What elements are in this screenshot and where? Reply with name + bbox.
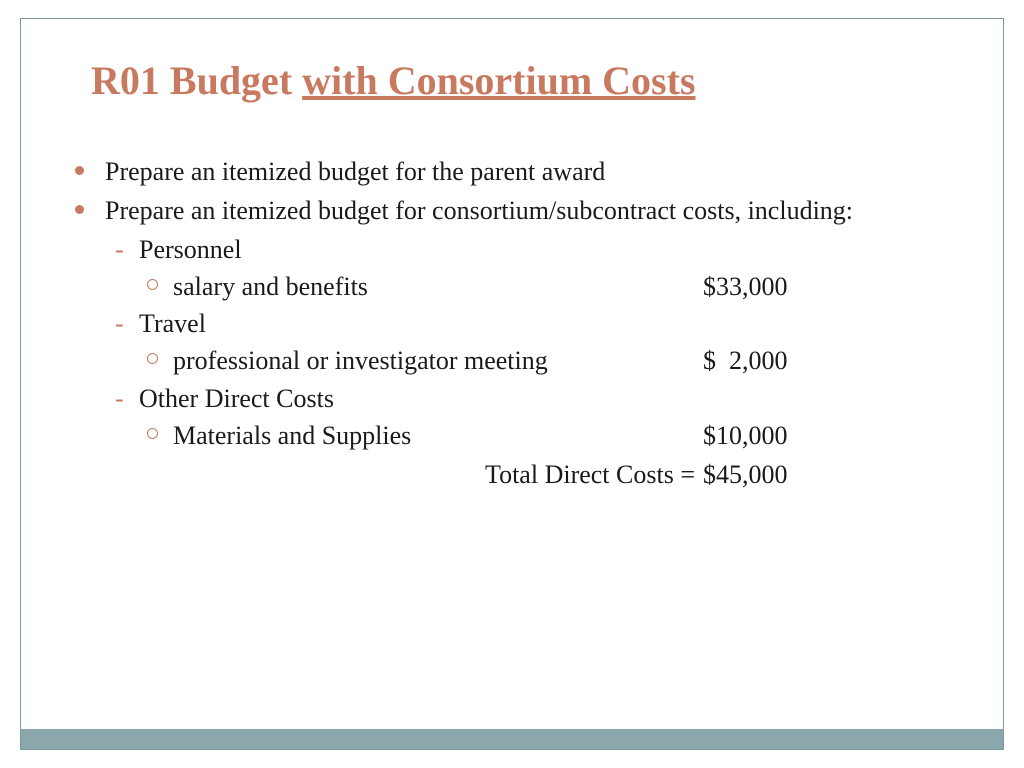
title-part2: with Consortium Costs (302, 58, 695, 103)
slide-content: Prepare an itemized budget for the paren… (21, 104, 1003, 492)
detail-list: professional or investigator meeting $ 2… (139, 343, 953, 378)
total-label: Total Direct Costs = (173, 457, 703, 492)
detail-item: Materials and Supplies $10,000 (139, 418, 953, 453)
detail-list: Materials and Supplies $10,000 (139, 418, 953, 453)
bullet-text: Prepare an itemized budget for consortiu… (105, 196, 853, 225)
sub-text: Personnel (139, 235, 242, 264)
sub-text: Travel (139, 309, 206, 338)
line-item-row: professional or investigator meeting $ 2… (173, 343, 823, 378)
slide-frame: R01 Budget with Consortium Costs Prepare… (20, 18, 1004, 750)
line-item-amount: $10,000 (703, 418, 823, 453)
sub-list: Personnel salary and benefits $33,000 Tr (105, 232, 953, 453)
detail-item: salary and benefits $33,000 (139, 269, 953, 304)
line-item-label: salary and benefits (173, 269, 703, 304)
total-amount: $45,000 (703, 457, 823, 492)
sub-text: Other Direct Costs (139, 384, 334, 413)
bottom-accent-bar (21, 729, 1003, 749)
line-item-row: Materials and Supplies $10,000 (173, 418, 823, 453)
bullet-item: Prepare an itemized budget for the paren… (71, 154, 953, 189)
sub-item: Travel professional or investigator meet… (105, 306, 953, 378)
line-item-row: salary and benefits $33,000 (173, 269, 823, 304)
total-row: Total Direct Costs = $45,000 (71, 457, 823, 492)
line-item-label: professional or investigator meeting (173, 343, 703, 378)
title-part1: R01 Budget (91, 58, 302, 103)
line-item-amount: $33,000 (703, 269, 823, 304)
detail-item: professional or investigator meeting $ 2… (139, 343, 953, 378)
line-item-amount: $ 2,000 (703, 343, 823, 378)
detail-list: salary and benefits $33,000 (139, 269, 953, 304)
sub-item: Personnel salary and benefits $33,000 (105, 232, 953, 304)
sub-item: Other Direct Costs Materials and Supplie… (105, 381, 953, 453)
bullet-list: Prepare an itemized budget for the paren… (71, 154, 953, 453)
bullet-text: Prepare an itemized budget for the paren… (105, 157, 605, 186)
line-item-label: Materials and Supplies (173, 418, 703, 453)
bullet-item: Prepare an itemized budget for consortiu… (71, 193, 953, 453)
slide-title: R01 Budget with Consortium Costs (21, 19, 1003, 104)
